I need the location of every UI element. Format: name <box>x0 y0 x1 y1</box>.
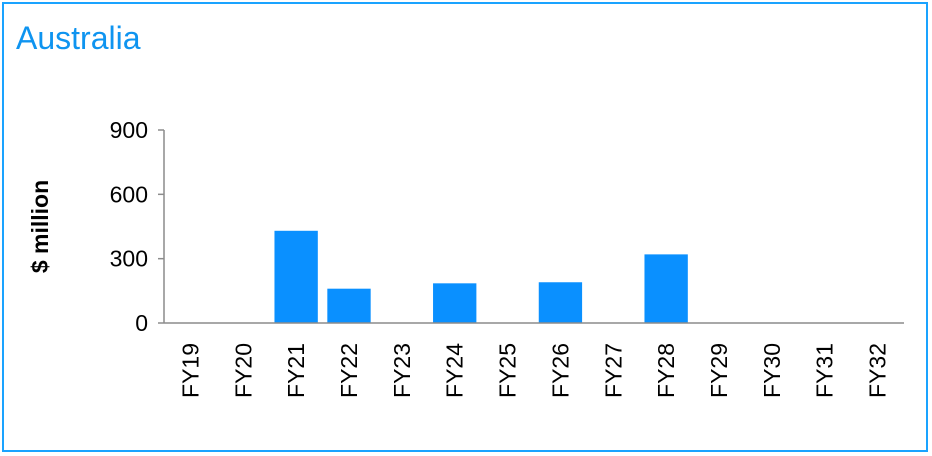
bar-fy24 <box>433 283 477 323</box>
x-tick-label: FY23 <box>389 343 415 398</box>
x-tick-label: FY21 <box>283 343 309 398</box>
x-tick-label: FY32 <box>865 343 891 398</box>
bars-group <box>274 230 688 323</box>
x-tick-label: FY20 <box>230 343 256 398</box>
x-tick-label: FY30 <box>759 343 785 398</box>
y-ticks-group: 0 300 600 900 <box>110 117 164 336</box>
chart-title: Australia <box>16 20 141 56</box>
x-tick-label: FY27 <box>600 343 626 398</box>
x-tick-label: FY26 <box>547 343 573 398</box>
x-tick-label: FY19 <box>177 343 203 398</box>
y-tick-label: 300 <box>110 246 148 272</box>
x-tick-label: FY31 <box>812 343 838 398</box>
bar-fy22 <box>327 288 371 323</box>
x-tick-label: FY29 <box>706 343 732 398</box>
x-tick-label: FY22 <box>336 343 362 398</box>
y-tick-label: 600 <box>110 181 148 207</box>
x-tick-label: FY25 <box>495 343 521 398</box>
y-tick-label: 900 <box>110 117 148 143</box>
bar-fy26 <box>538 282 583 323</box>
x-tick-label: FY28 <box>653 343 679 398</box>
y-tick-label: 0 <box>135 310 148 336</box>
bar-fy21 <box>274 230 318 323</box>
bar-fy28 <box>644 254 688 323</box>
x-tick-label: FY24 <box>442 343 468 398</box>
y-axis-label: $ million <box>27 180 53 273</box>
x-tick-labels-group: FY19 FY20 FY21 FY22 FY23 FY24 FY25 FY26 FY27 FY28… <box>177 343 890 398</box>
